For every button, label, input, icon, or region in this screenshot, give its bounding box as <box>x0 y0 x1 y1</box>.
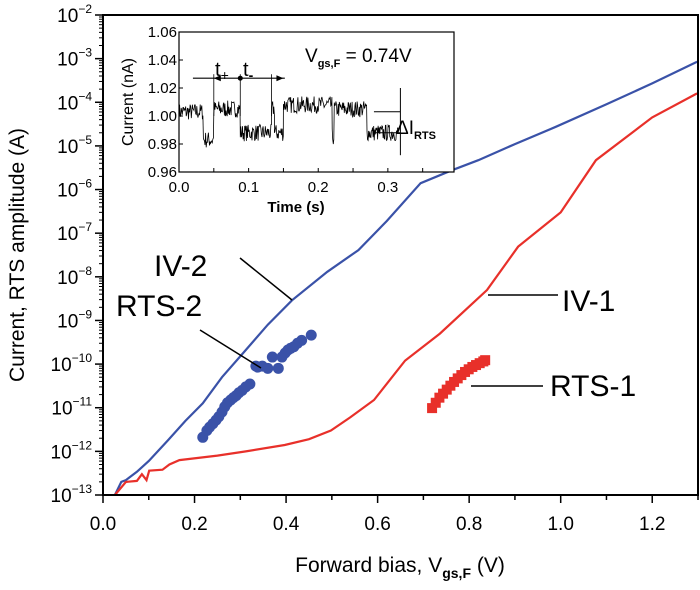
annotation-iv-2-label: IV-2 <box>154 250 207 283</box>
inset-condition-label: Vgs,F = 0.74V <box>305 46 412 70</box>
x-tick-label: 0.8 <box>456 514 482 535</box>
series-line-iv-2 <box>113 60 698 496</box>
main-series-points <box>197 329 491 443</box>
inset-x-tick-label: 0.3 <box>377 179 398 196</box>
y-tick-label: 10−3 <box>57 46 92 71</box>
annotation-rts-1: RTS-1 <box>471 370 636 403</box>
annotation-iv-1: IV-1 <box>488 285 615 318</box>
delta-i-rts-label: ΔIRTS <box>396 118 436 142</box>
y-tick-label: 10−8 <box>57 264 92 289</box>
main-x-ticks: 0.0 0.2 0.4 0.6 0.8 1.0 1.2 <box>90 495 699 535</box>
point-rts-1 <box>427 403 438 414</box>
inset-y-tick-label: 0.98 <box>148 136 177 153</box>
y-tick-label: 10−5 <box>57 133 92 158</box>
main-plot-frame <box>102 14 699 496</box>
x-tick-label: 0.0 <box>90 514 116 535</box>
y-tick-label: 10−12 <box>51 438 93 463</box>
annotation-rts-2-label: RTS-2 <box>116 290 202 323</box>
inset-y-tick-label: 1.06 <box>148 24 177 41</box>
point-rts-2 <box>296 334 308 346</box>
inset-rts-trace <box>178 96 399 148</box>
y-tick-label: 10−9 <box>57 307 92 332</box>
main-y-axis-title: Current, RTS amplitude (A) <box>6 128 29 382</box>
main-series-lines <box>113 60 698 496</box>
inset-x-tick-label: 0.0 <box>169 179 190 196</box>
inset-x-tick-label: 0.2 <box>308 179 329 196</box>
x-tick-label: 0.4 <box>273 514 300 535</box>
x-tick-label: 1.0 <box>547 514 573 535</box>
y-tick-label: 10−2 <box>57 2 92 27</box>
annotation-rts-2: RTS-2 <box>116 290 262 369</box>
arrowhead-icon <box>213 75 221 82</box>
x-tick-label: 1.2 <box>639 514 665 535</box>
t-plus-label: t+ <box>215 59 229 83</box>
annotation-rts-2-leader <box>199 329 262 369</box>
y-tick-label: 10−13 <box>51 482 93 507</box>
inset-y-tick-label: 1.04 <box>148 52 177 69</box>
main-x-axis-title: Forward bias, Vgs,F (V) <box>295 554 505 581</box>
inset-y-tick-label: 0.96 <box>148 164 177 181</box>
annotation-iv-2: IV-2 <box>154 250 293 301</box>
main-y-ticks: 10−13 10−12 10−11 10−10 10−9 10−8 10−7 10−6 10−5… <box>51 2 103 507</box>
y-tick-label: 10−4 <box>57 89 92 114</box>
inset-frame <box>178 31 455 173</box>
inset-y-tick-label: 1.00 <box>148 108 177 125</box>
point-rts-1 <box>430 397 441 408</box>
y-tick-label: 10−10 <box>51 351 93 376</box>
x-tick-label: 0.6 <box>364 514 390 535</box>
point-rts-2 <box>244 378 256 390</box>
inset-y-ticks: 0.96 0.98 1.00 1.02 1.04 1.06 <box>148 24 183 181</box>
inset-x-ticks: 0.0 0.1 0.2 0.3 <box>169 168 424 196</box>
point-rts-2 <box>262 362 274 374</box>
inset-background <box>179 32 454 172</box>
dwell-time-arrows <box>192 74 401 156</box>
arrowhead-icon <box>276 75 284 82</box>
inset-x-tick-label: 0.1 <box>238 179 259 196</box>
point-rts-2 <box>266 351 278 363</box>
t-minus-label: t- <box>243 59 254 83</box>
y-tick-label: 10−7 <box>57 220 92 245</box>
x-tick-label: 0.2 <box>181 514 207 535</box>
inset-plot: 0.0 0.1 0.2 0.3 0.96 0.98 1.00 1.02 1.04 1.06 Ti… <box>120 24 455 216</box>
y-tick-label: 10−11 <box>51 395 92 420</box>
inset-x-axis-title: Time (s) <box>267 199 324 216</box>
annotation-iv-2-leader <box>239 257 293 301</box>
point-rts-2 <box>305 329 317 341</box>
y-tick-label: 10−6 <box>57 177 92 202</box>
inset-y-tick-label: 1.02 <box>148 80 177 97</box>
inset-y-axis-title: Current (nA) <box>120 58 137 146</box>
main-plot: 0.0 0.2 0.4 0.6 0.8 1.0 1.2 10−1310−1210−1110−… <box>6 2 699 581</box>
annotation-iv-1-label: IV-1 <box>562 285 615 318</box>
point-rts-1 <box>480 355 491 366</box>
series-line-iv-1 <box>114 92 698 496</box>
annotation-rts-1-label: RTS-1 <box>550 370 636 403</box>
point-rts-2 <box>272 362 284 374</box>
